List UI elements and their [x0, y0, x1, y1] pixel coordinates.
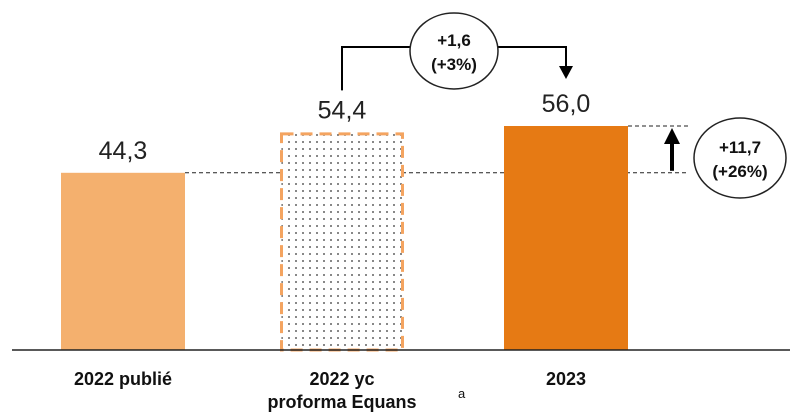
category-label-2-line-2: proforma Equans	[267, 392, 416, 412]
change-bubble-1-line-1: +1,6	[437, 31, 471, 50]
category-label-3-line-1: 2023	[546, 369, 586, 389]
bracket-connector	[341, 46, 567, 91]
bars	[61, 126, 628, 352]
value-label-1: 44,3	[99, 137, 148, 165]
bar-3	[504, 126, 628, 350]
reference-lines	[185, 125, 688, 174]
change-connector	[341, 46, 680, 171]
change-bubble-1-line-2: (+3%)	[431, 55, 477, 74]
value-label-2: 54,4	[318, 96, 367, 124]
value-labels: 44,3 54,4 56,0	[99, 90, 591, 165]
change-bubble-2	[693, 117, 787, 199]
category-label-1-line-1: 2022 publié	[74, 369, 172, 389]
category-labels: 2022 publié 2022 yc proforma Equans 2023 a	[74, 369, 586, 412]
increase-arrow-head	[664, 128, 680, 144]
change-bubble-1	[409, 12, 499, 90]
bar-2	[280, 132, 404, 352]
change-bubble-2-line-2: (+26%)	[712, 162, 767, 181]
category-label-2-line-1: 2022 yc	[309, 369, 374, 389]
value-label-3: 56,0	[542, 90, 591, 118]
change-bubbles: +1,6 (+3%) +11,7 (+26%)	[409, 12, 787, 199]
bracket-arrow-head	[559, 66, 573, 79]
bar-1	[61, 172, 185, 350]
footnote-marker: a	[458, 386, 466, 401]
change-bubble-2-line-1: +11,7	[719, 138, 761, 157]
